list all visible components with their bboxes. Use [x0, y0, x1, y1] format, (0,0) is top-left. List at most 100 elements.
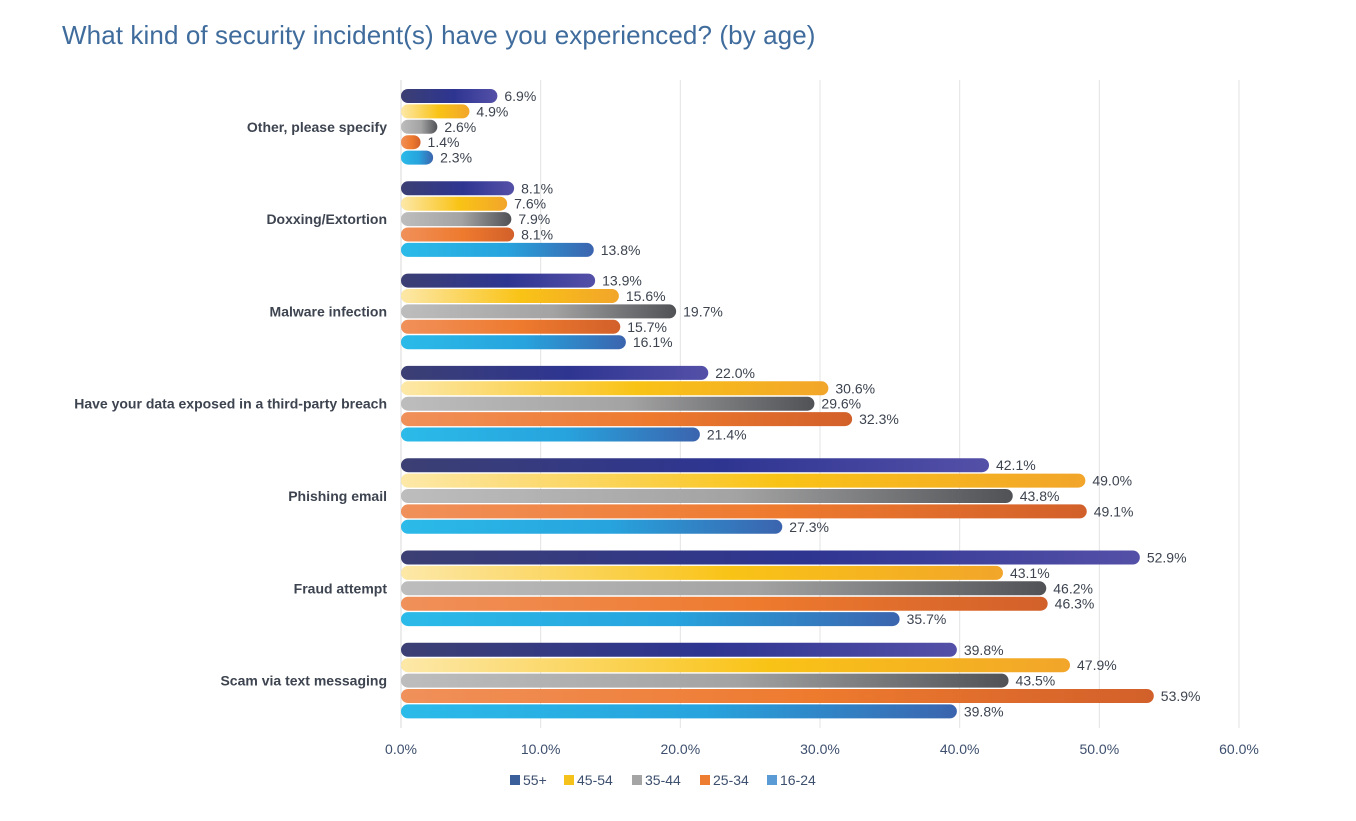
legend-label: 16-24: [780, 772, 816, 788]
bar-16-24-3: [401, 427, 700, 442]
data-label: 7.6%: [514, 196, 546, 212]
legend-label: 55+: [523, 772, 547, 788]
data-label: 43.8%: [1020, 488, 1060, 504]
data-label: 2.3%: [440, 150, 472, 166]
category-labels: Other, please specify Doxxing/Extortion Ma…: [74, 119, 387, 689]
bar-45-54-1: [401, 196, 508, 211]
data-label: 13.8%: [601, 242, 641, 258]
legend: 55+ 45-54 35-44 25-34 16-24: [510, 772, 816, 788]
category-label: Other, please specify: [247, 119, 387, 135]
data-label: 13.9%: [602, 273, 642, 289]
data-label: 43.1%: [1010, 565, 1050, 581]
bar-55+-2: [401, 273, 596, 288]
category-label: Phishing email: [288, 488, 387, 504]
bars: [401, 89, 1154, 719]
legend-label: 35-44: [645, 772, 681, 788]
bar-25-34-1: [401, 227, 515, 242]
bar-55+-1: [401, 181, 515, 196]
x-tick-label: 40.0%: [940, 741, 980, 757]
data-label: 15.7%: [627, 319, 667, 335]
data-label: 2.6%: [444, 119, 476, 135]
data-label: 46.3%: [1055, 596, 1095, 612]
bar-35-44-4: [401, 489, 1013, 503]
x-tick-label: 60.0%: [1219, 741, 1259, 757]
data-label: 8.1%: [521, 227, 553, 243]
data-label: 47.9%: [1077, 657, 1117, 673]
bar-16-24-6: [401, 704, 957, 719]
chart-title: What kind of security incident(s) have y…: [62, 20, 816, 50]
bar-16-24-0: [401, 150, 434, 165]
category-label: Fraud attempt: [294, 580, 388, 596]
category-label: Scam via text messaging: [220, 673, 387, 689]
legend-label: 25-34: [713, 772, 749, 788]
bar-45-54-4: [401, 473, 1086, 488]
data-label: 22.0%: [715, 365, 755, 381]
data-label: 15.6%: [626, 288, 666, 304]
data-label: 49.0%: [1092, 473, 1132, 489]
data-label: 8.1%: [521, 180, 553, 196]
bar-35-44-5: [401, 581, 1047, 596]
bar-55+-6: [401, 642, 957, 657]
x-tick-label: 30.0%: [800, 741, 840, 757]
data-label: 39.8%: [964, 703, 1004, 719]
bar-25-34-3: [401, 412, 853, 427]
data-label: 6.9%: [504, 88, 536, 104]
bar-25-34-4: [401, 504, 1087, 519]
legend-swatch: [510, 775, 520, 785]
bar-35-44-0: [401, 119, 438, 134]
data-label: 49.1%: [1094, 503, 1134, 519]
legend-swatch: [767, 775, 777, 785]
data-label: 42.1%: [996, 457, 1036, 473]
bar-35-44-3: [401, 396, 815, 411]
data-label: 4.9%: [476, 103, 508, 119]
bar-45-54-3: [401, 381, 829, 396]
x-tick-label: 10.0%: [521, 741, 561, 757]
data-label: 46.2%: [1053, 580, 1093, 596]
bar-55+-5: [401, 550, 1140, 565]
data-label: 39.8%: [964, 642, 1004, 658]
data-label: 29.6%: [821, 396, 861, 412]
bar-35-44-2: [401, 304, 677, 319]
bar-16-24-5: [401, 612, 900, 627]
data-label: 27.3%: [789, 519, 829, 535]
x-tick-label: 20.0%: [660, 741, 700, 757]
bar-25-34-6: [401, 689, 1154, 703]
bar-25-34-2: [401, 319, 621, 334]
data-label: 43.5%: [1016, 673, 1056, 689]
data-label: 1.4%: [428, 134, 460, 150]
x-axis-ticks: 0.0% 10.0% 20.0% 30.0% 40.0% 50.0% 60.0%: [385, 741, 1259, 757]
legend-swatch: [564, 775, 574, 785]
data-label: 35.7%: [907, 611, 947, 627]
value-labels: 6.9%4.9%2.6%1.4%2.3%8.1%7.6%7.9%8.1%13.8…: [428, 88, 1201, 719]
x-tick-label: 50.0%: [1079, 741, 1119, 757]
bar-16-24-4: [401, 519, 783, 534]
legend-swatch: [632, 775, 642, 785]
category-label: Have your data exposed in a third-party …: [74, 396, 387, 412]
bar-45-54-0: [401, 104, 470, 119]
data-label: 7.9%: [518, 211, 550, 227]
bar-25-34-5: [401, 596, 1048, 611]
bar-35-44-6: [401, 673, 1009, 688]
bar-16-24-1: [401, 242, 594, 257]
data-label: 30.6%: [835, 380, 875, 396]
data-label: 53.9%: [1161, 688, 1201, 704]
bar-35-44-1: [401, 212, 512, 227]
bar-55+-3: [401, 365, 709, 380]
bar-55+-0: [401, 89, 498, 103]
bar-25-34-0: [401, 135, 421, 150]
data-label: 16.1%: [633, 334, 673, 350]
data-label: 52.9%: [1147, 550, 1187, 566]
data-label: 21.4%: [707, 427, 747, 443]
legend-swatch: [700, 775, 710, 785]
bar-45-54-6: [401, 658, 1071, 673]
bar-45-54-5: [401, 565, 1003, 580]
data-label: 32.3%: [859, 411, 899, 427]
bar-55+-4: [401, 458, 989, 473]
bar-16-24-2: [401, 335, 626, 350]
bar-45-54-2: [401, 289, 619, 303]
x-tick-label: 0.0%: [385, 741, 417, 757]
category-label: Doxxing/Extortion: [266, 211, 387, 227]
data-label: 19.7%: [683, 303, 723, 319]
category-label: Malware infection: [270, 303, 387, 319]
